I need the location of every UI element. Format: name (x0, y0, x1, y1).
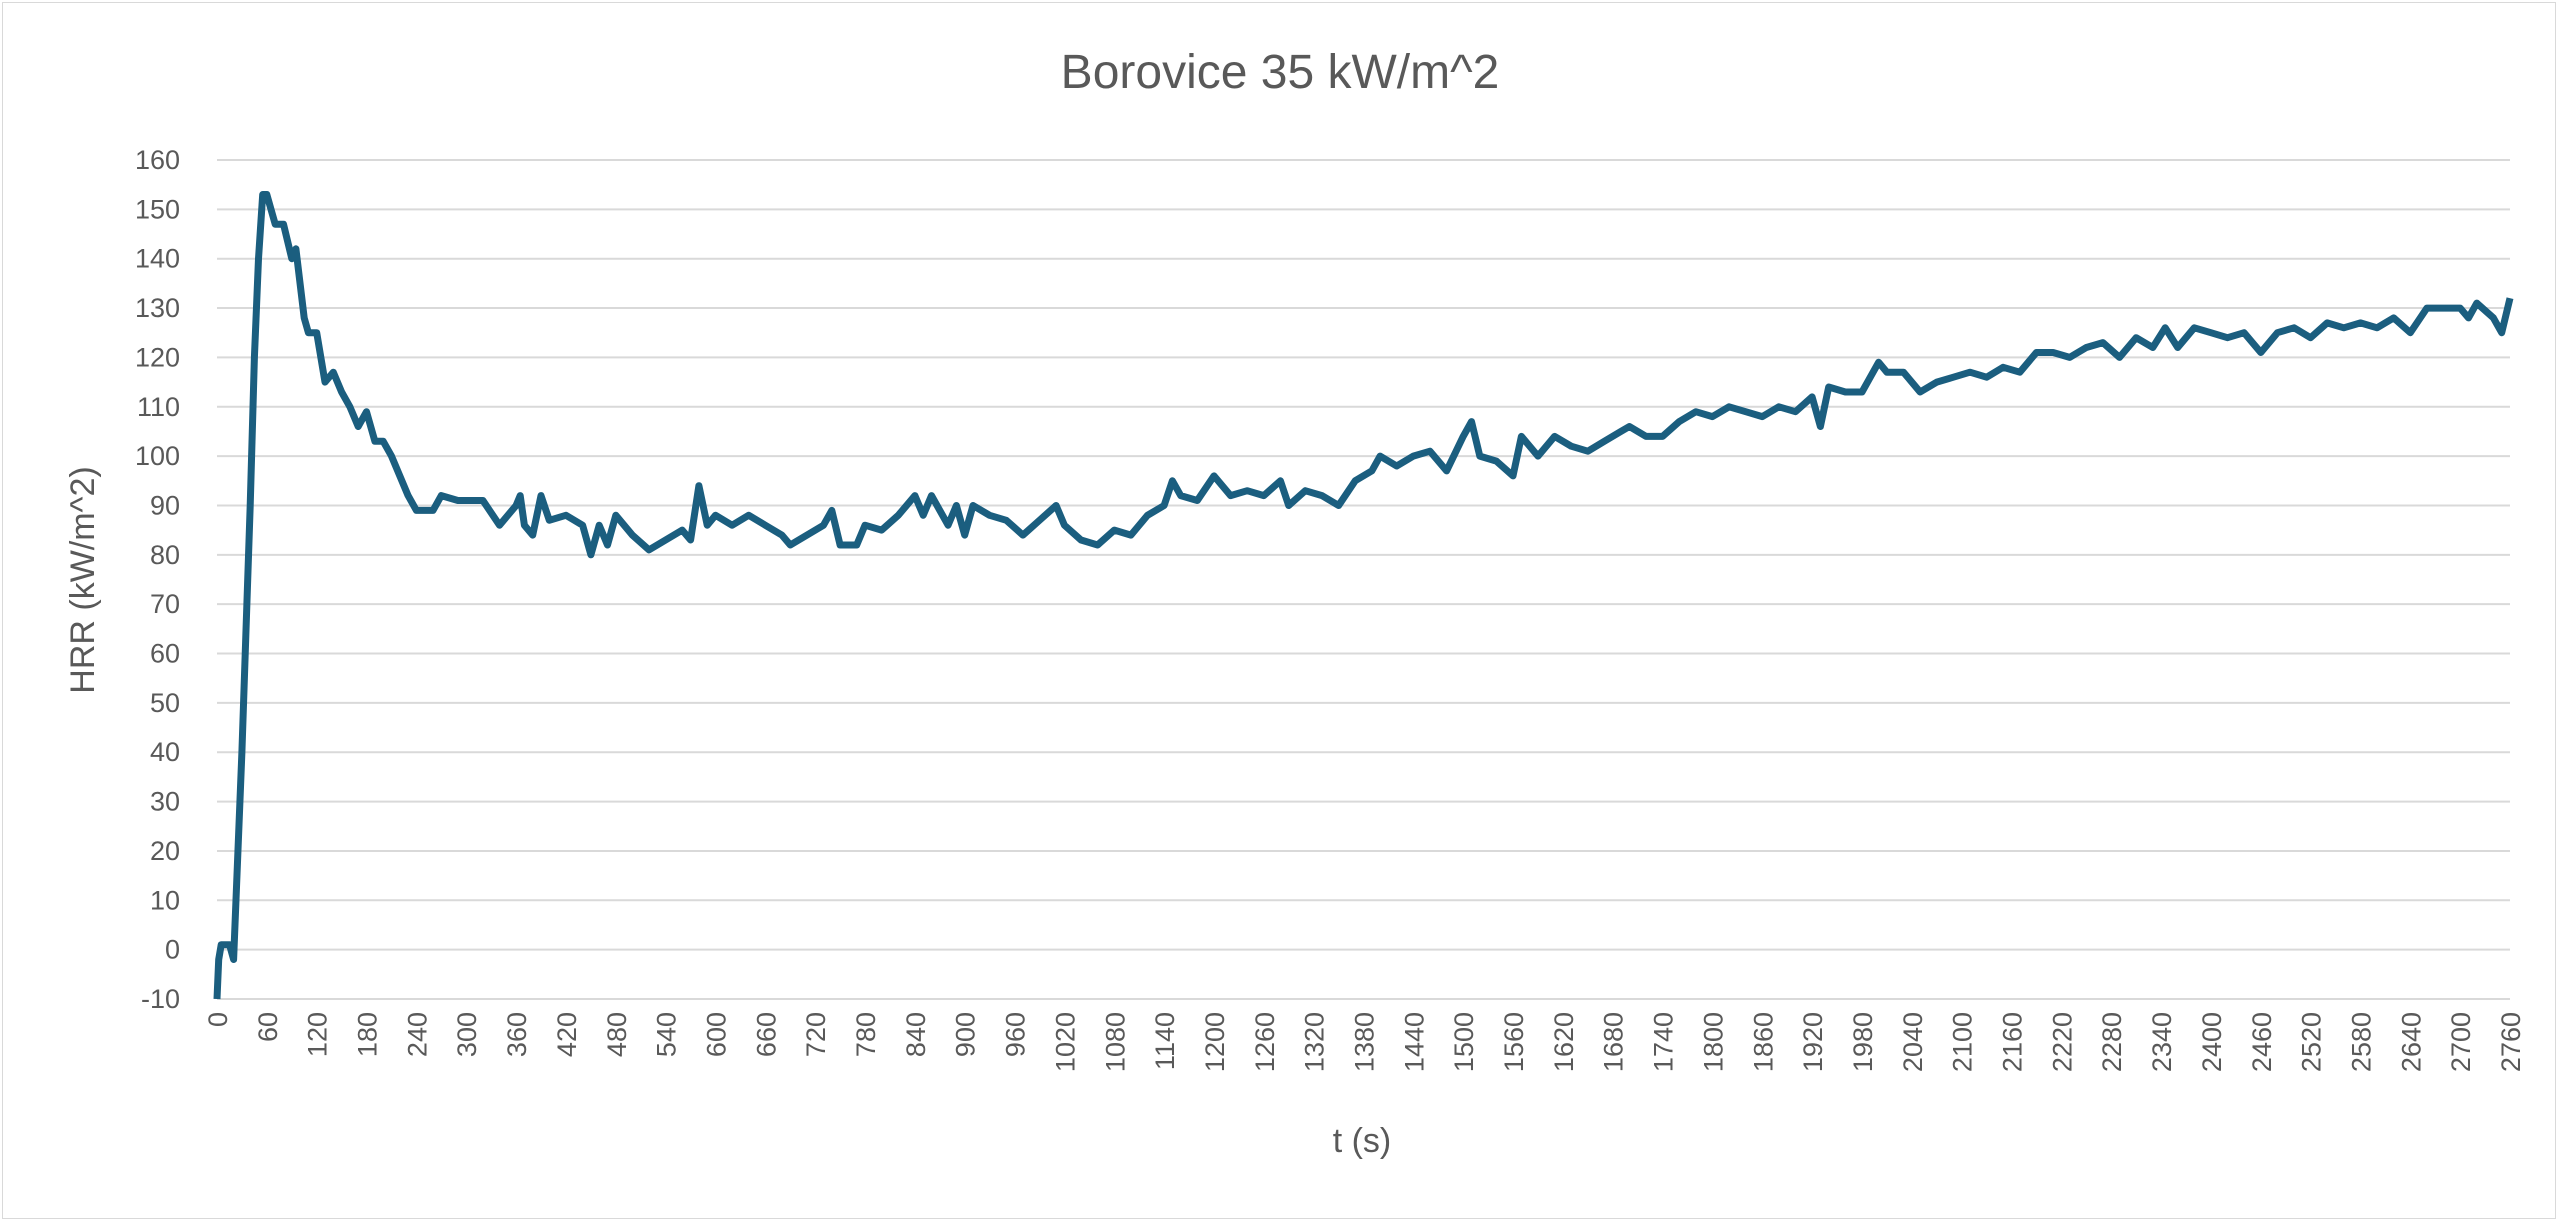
x-tick-label: 2040 (1898, 1012, 1928, 1072)
y-tick-label: 80 (150, 540, 180, 570)
x-tick-label: 480 (602, 1012, 632, 1057)
x-tick-label: 720 (801, 1012, 831, 1057)
y-tick-label: 110 (137, 392, 180, 422)
x-tick-label: 1320 (1300, 1012, 1330, 1072)
y-tick-label: 90 (150, 490, 180, 520)
x-tick-label: 180 (353, 1012, 383, 1057)
x-tick-label: 1860 (1748, 1012, 1778, 1072)
x-tick-label: 420 (552, 1012, 582, 1057)
x-tick-label: 2400 (2197, 1012, 2227, 1072)
y-tick-label: 160 (135, 145, 180, 175)
x-tick-label: 1500 (1449, 1012, 1479, 1072)
x-tick-label: 1080 (1100, 1012, 1130, 1072)
x-tick-label: 2340 (2147, 1012, 2177, 1072)
x-tick-label: 240 (402, 1012, 432, 1057)
x-tick-label: 1800 (1698, 1012, 1728, 1072)
y-tick-label: 130 (135, 293, 180, 323)
y-tick-label: 140 (135, 244, 180, 274)
y-tick-label: 0 (165, 935, 180, 965)
y-tick-label: 10 (150, 885, 180, 915)
y-axis-title: HRR (kW/m^2) (64, 466, 102, 693)
x-tick-label: 1920 (1798, 1012, 1828, 1072)
x-tick-label: 900 (951, 1012, 981, 1057)
x-tick-label: 1200 (1200, 1012, 1230, 1072)
y-tick-label: 100 (135, 441, 180, 471)
y-tick-label: 20 (150, 836, 180, 866)
x-tick-label: 2700 (2446, 1012, 2476, 1072)
y-tick-label: 120 (135, 342, 180, 372)
x-tick-label: 540 (652, 1012, 682, 1057)
x-tick-label: 1980 (1848, 1012, 1878, 1072)
x-tick-label: 1680 (1599, 1012, 1629, 1072)
y-tick-label: -10 (141, 984, 180, 1014)
x-axis-title: t (s) (1333, 1122, 1392, 1160)
x-axis-ticks: 0 60 120 180 240 300 360 420 480 540 600 660 720 780 8… (203, 1012, 2526, 1072)
x-tick-label: 300 (452, 1012, 482, 1057)
chart-title: Borovice 35 kW/m^2 (1061, 46, 1500, 99)
y-tick-label: 40 (150, 737, 180, 767)
x-tick-label: 360 (502, 1012, 532, 1057)
x-tick-label: 2160 (1998, 1012, 2028, 1072)
x-tick-label: 60 (253, 1012, 283, 1042)
gridlines (217, 159, 2510, 1000)
series-line-hrr (213, 191, 2514, 1000)
x-tick-label: 660 (751, 1012, 781, 1057)
x-tick-label: 1020 (1050, 1012, 1080, 1072)
x-tick-label: 2640 (2396, 1012, 2426, 1072)
x-tick-label: 1380 (1350, 1012, 1380, 1072)
x-tick-label: 1140 (1150, 1012, 1180, 1070)
x-tick-label: 780 (851, 1012, 881, 1057)
y-tick-label: 30 (150, 787, 180, 817)
x-tick-label: 1440 (1399, 1012, 1429, 1072)
x-tick-label: 2760 (2496, 1012, 2526, 1072)
x-tick-label: 120 (303, 1012, 333, 1057)
x-tick-label: 2460 (2247, 1012, 2277, 1072)
x-tick-label: 1740 (1649, 1012, 1679, 1072)
x-tick-label: 2100 (1948, 1012, 1978, 1072)
x-tick-label: 840 (901, 1012, 931, 1057)
x-tick-label: 2580 (2346, 1012, 2376, 1072)
y-tick-label: 70 (150, 589, 180, 619)
y-tick-label: 150 (135, 194, 180, 224)
x-tick-label: 1260 (1250, 1012, 1280, 1072)
x-tick-label: 2520 (2297, 1012, 2327, 1072)
y-axis-ticks: -10 0 10 20 30 40 50 60 70 80 90 100 110 120 130 140 150… (135, 145, 180, 1014)
x-tick-label: 1560 (1499, 1012, 1529, 1072)
x-tick-label: 2220 (2047, 1012, 2077, 1072)
y-tick-label: 50 (150, 688, 180, 718)
x-tick-label: 2280 (2097, 1012, 2127, 1072)
x-tick-label: 600 (701, 1012, 731, 1057)
x-tick-label: 960 (1001, 1012, 1031, 1057)
x-tick-label: 0 (203, 1012, 233, 1027)
x-tick-label: 1620 (1549, 1012, 1579, 1072)
y-tick-label: 60 (150, 639, 180, 669)
